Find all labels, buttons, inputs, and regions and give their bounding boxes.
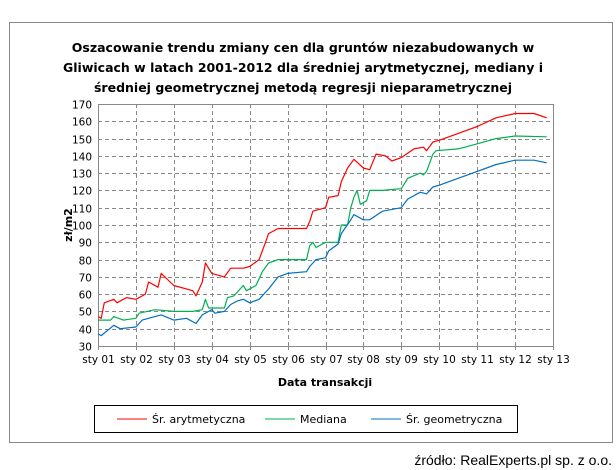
y-axis-label: zł/m2	[62, 208, 75, 242]
y-tick-label: 100	[72, 221, 92, 233]
x-tick-label: sty 13	[537, 354, 570, 366]
y-tick-label: 50	[79, 307, 92, 319]
y-axis-ticks: 30 40 50 60 70 80 90 100 110 120 130 140 150 160 170	[72, 100, 92, 354]
chart-title-line-1: Oszacowanie trendu zmiany cen dla gruntó…	[72, 40, 535, 55]
series-line-geometric	[97, 159, 547, 337]
chart-title-line-2: Gliwicach w latach 2001-2012 dla średnie…	[63, 60, 543, 75]
x-tick-label: sty 06	[272, 354, 305, 366]
y-tick-label: 60	[79, 290, 92, 302]
x-tick-label: sty 08	[347, 354, 380, 366]
chart-title-line-3: średniej geometrycznej metodą regresji n…	[94, 80, 512, 95]
legend-label-mean: Śr. arytmetyczna	[152, 413, 245, 426]
x-tick-label: sty 02	[120, 354, 153, 366]
y-tick-label: 160	[72, 117, 92, 129]
x-tick-label: sty 04	[196, 354, 229, 366]
y-tick-label: 40	[79, 325, 92, 337]
series-line-mean	[97, 112, 547, 319]
y-tick-label: 120	[72, 186, 92, 198]
legend-label-median: Mediana	[300, 413, 347, 426]
y-tick-label: 70	[79, 273, 92, 285]
y-tick-label: 170	[72, 100, 92, 112]
x-tick-label: sty 03	[158, 354, 191, 366]
gridlines	[98, 104, 554, 347]
x-tick-label: sty 11	[461, 354, 494, 366]
y-tick-label: 130	[72, 169, 92, 181]
x-axis-ticks: sty 01 sty 02 sty 03 sty 04 sty 05 sty 06 sty …	[82, 346, 570, 366]
y-tick-label: 110	[72, 204, 92, 216]
x-tick-label: sty 10	[423, 354, 456, 366]
x-tick-label: sty 12	[499, 354, 532, 366]
series-lines	[97, 112, 547, 337]
source-note: źródło: RealExperts.pl sp. z o.o.	[414, 452, 612, 468]
x-tick-label: sty 01	[82, 354, 115, 366]
y-tick-label: 90	[79, 238, 92, 250]
y-tick-label: 150	[72, 135, 92, 147]
legend-label-geometric: Śr. geometryczna	[406, 413, 502, 426]
y-tick-label: 30	[79, 342, 92, 354]
y-tick-label: 140	[72, 152, 92, 164]
legend-box	[94, 405, 518, 433]
x-axis-label: Data transakcji	[278, 376, 372, 389]
x-tick-label: sty 07	[310, 354, 343, 366]
x-tick-label: sty 05	[234, 354, 267, 366]
series-line-median	[98, 135, 547, 321]
y-tick-label: 80	[79, 256, 92, 268]
chart-frame	[9, 22, 613, 443]
legend: Śr. arytmetyczna Mediana Śr. geometryczn…	[94, 405, 518, 433]
x-tick-label: sty 09	[385, 354, 418, 366]
